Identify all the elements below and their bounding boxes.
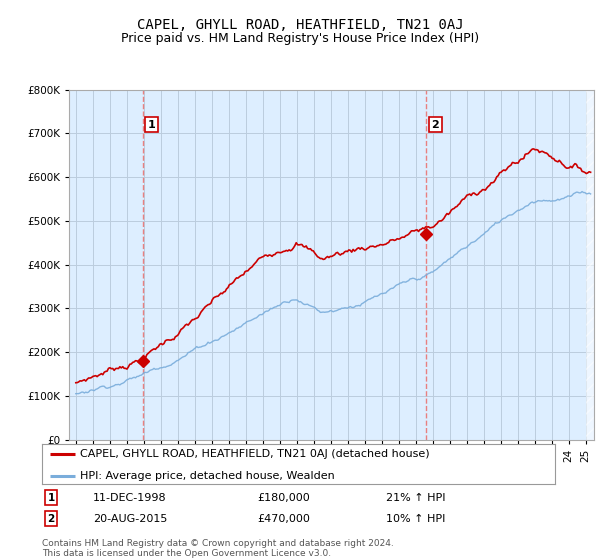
Text: 10% ↑ HPI: 10% ↑ HPI <box>386 514 445 524</box>
Text: Price paid vs. HM Land Registry's House Price Index (HPI): Price paid vs. HM Land Registry's House … <box>121 32 479 45</box>
Text: 2: 2 <box>47 514 55 524</box>
Text: 2: 2 <box>431 120 439 129</box>
Text: £180,000: £180,000 <box>257 493 310 503</box>
Text: 20-AUG-2015: 20-AUG-2015 <box>94 514 167 524</box>
Text: Contains HM Land Registry data © Crown copyright and database right 2024.
This d: Contains HM Land Registry data © Crown c… <box>42 539 394 558</box>
Text: CAPEL, GHYLL ROAD, HEATHFIELD, TN21 0AJ: CAPEL, GHYLL ROAD, HEATHFIELD, TN21 0AJ <box>137 18 463 32</box>
Text: 11-DEC-1998: 11-DEC-1998 <box>94 493 167 503</box>
Text: £470,000: £470,000 <box>257 514 310 524</box>
Text: HPI: Average price, detached house, Wealden: HPI: Average price, detached house, Weal… <box>80 470 335 480</box>
Bar <box>586 90 594 440</box>
Text: 1: 1 <box>148 120 155 129</box>
Text: 21% ↑ HPI: 21% ↑ HPI <box>386 493 445 503</box>
Text: CAPEL, GHYLL ROAD, HEATHFIELD, TN21 0AJ (detached house): CAPEL, GHYLL ROAD, HEATHFIELD, TN21 0AJ … <box>80 449 430 459</box>
Text: 1: 1 <box>47 493 55 503</box>
